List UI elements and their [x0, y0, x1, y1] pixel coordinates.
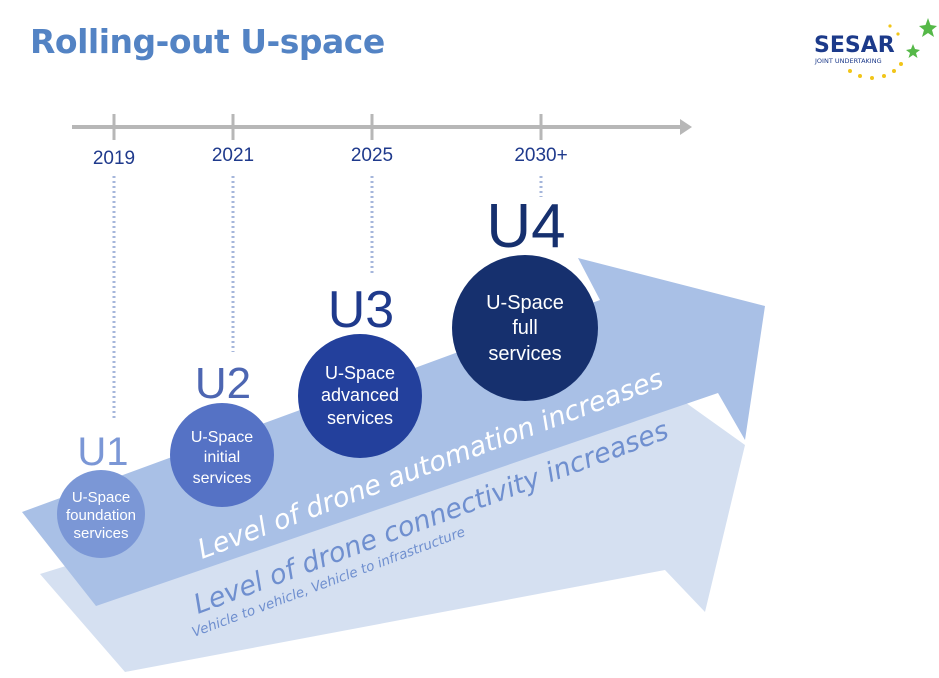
stage-code: U2	[195, 359, 251, 408]
year-label-2021: 2021	[212, 145, 254, 166]
stage-u1: U1 U-Space foundation services	[57, 430, 145, 558]
stage-code: U4	[486, 192, 565, 261]
stage-label-line: services	[73, 525, 128, 542]
yellow-stars-icon	[848, 24, 903, 80]
stage-code: U1	[77, 430, 128, 474]
stage-circle	[452, 255, 598, 401]
logo-name: SESAR	[814, 33, 895, 58]
stage-label-line: services	[327, 408, 393, 428]
stage-u4: U4 U-Space full services	[452, 192, 598, 401]
stage-label-line: full	[512, 317, 538, 339]
stage-label-line: services	[193, 470, 252, 487]
stage-label-line: U-Space	[325, 363, 395, 383]
stage-u2: U2 U-Space initial services	[170, 359, 274, 507]
stage-label-line: U-Space	[486, 292, 564, 314]
stage-label-line: initial	[204, 449, 240, 466]
timeline: 2019 2021 2025 2030+	[72, 114, 692, 169]
year-label-2019: 2019	[93, 148, 135, 169]
stage-label-line: services	[488, 343, 561, 365]
stage-circle	[57, 470, 145, 558]
page-title: Rolling-out U-space	[30, 22, 385, 61]
year-label-2025: 2025	[351, 145, 393, 166]
green-star-icon	[906, 44, 920, 58]
stage-label-line: U-Space	[191, 429, 253, 446]
stage-code: U3	[328, 281, 394, 339]
stage-circle	[298, 334, 422, 458]
year-label-2030-plus: 2030+	[514, 145, 567, 166]
stage-u3: U3 U-Space advanced services	[298, 281, 422, 458]
stage-circle	[170, 403, 274, 507]
timeline-arrowhead	[680, 119, 692, 135]
sesar-logo: SESAR JOINT UNDERTAKING	[814, 18, 937, 80]
stage-label-line: foundation	[66, 507, 136, 524]
stage-label-line: U-Space	[72, 489, 130, 506]
connectivity-arrow	[40, 370, 745, 672]
stage-label-line: advanced	[321, 385, 399, 405]
logo-subtitle: JOINT UNDERTAKING	[814, 57, 882, 65]
green-star-icon	[919, 18, 937, 37]
